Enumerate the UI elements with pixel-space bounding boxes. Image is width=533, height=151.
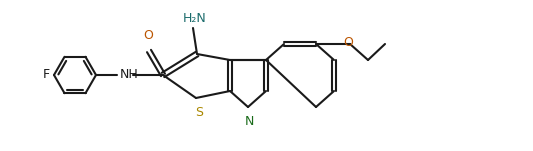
Text: O: O (143, 29, 153, 42)
Text: N: N (244, 115, 254, 128)
Text: O: O (343, 37, 353, 50)
Text: F: F (43, 69, 50, 82)
Text: S: S (195, 106, 203, 119)
Text: H₂N: H₂N (183, 12, 207, 25)
Text: NH: NH (120, 67, 139, 80)
